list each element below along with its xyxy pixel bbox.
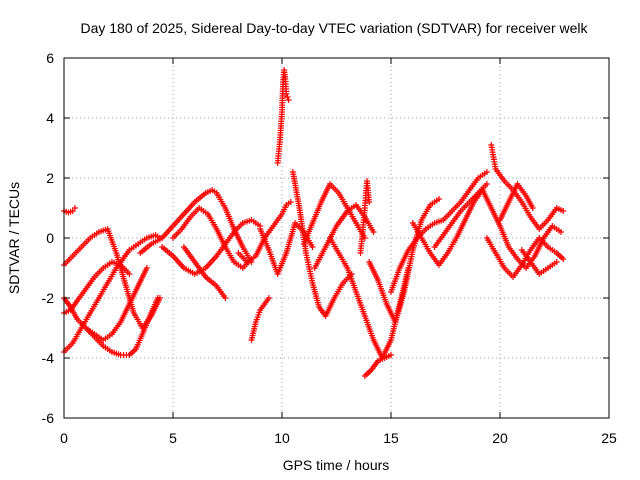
data-point xyxy=(388,352,394,358)
series-track-i xyxy=(170,205,255,271)
chart-title: Day 180 of 2025, Sidereal Day-to-day VTE… xyxy=(80,20,588,36)
y-tick-label: 4 xyxy=(46,110,54,126)
x-tick-label: 25 xyxy=(601,430,617,446)
series-track-r xyxy=(326,235,412,361)
series-track-a xyxy=(61,232,163,355)
y-tick-label: -2 xyxy=(42,290,55,306)
data-point xyxy=(435,196,442,202)
x-tick-label: 20 xyxy=(492,430,508,446)
y-tick-label: -6 xyxy=(42,410,55,426)
data-point xyxy=(560,208,567,214)
series-track-g xyxy=(137,187,255,265)
series-track-f xyxy=(82,265,150,343)
axis-ticks xyxy=(63,57,610,419)
x-tick-label: 10 xyxy=(274,430,290,446)
x-tick-label: 5 xyxy=(169,430,177,446)
data-point xyxy=(285,97,292,103)
data-point xyxy=(222,295,229,301)
data-points xyxy=(61,67,567,379)
series-track-k xyxy=(235,199,294,265)
data-point xyxy=(366,199,373,205)
y-tick-label: -4 xyxy=(42,350,55,366)
data-point xyxy=(361,235,368,241)
series-track-p xyxy=(300,181,368,247)
data-point xyxy=(287,199,294,205)
series-track-b xyxy=(61,295,161,358)
data-point xyxy=(284,94,291,100)
series-track-s xyxy=(357,178,373,256)
series-track-l xyxy=(248,295,272,343)
x-axis-label: GPS time / hours xyxy=(283,457,390,473)
data-point xyxy=(483,181,490,187)
series-track-m xyxy=(257,220,316,277)
data-point xyxy=(143,265,150,271)
x-tick-label: 15 xyxy=(383,430,399,446)
series-track-ac xyxy=(518,247,560,277)
y-axis-label: SDTVAR / TECUs xyxy=(6,182,22,294)
x-tick-label: 0 xyxy=(60,430,68,446)
data-point xyxy=(283,91,290,97)
data-point xyxy=(265,295,272,301)
data-point xyxy=(370,229,377,235)
x-axis-tick-labels: 0 5 10 15 20 25 xyxy=(60,430,617,446)
data-point xyxy=(156,295,163,301)
series-track-e xyxy=(61,259,133,316)
data-point xyxy=(71,205,78,211)
series-track-n xyxy=(274,67,292,166)
series-track-o xyxy=(289,169,355,319)
data-point xyxy=(558,229,565,235)
data-point xyxy=(126,271,133,277)
series-track-t xyxy=(361,352,394,379)
series-track-ab xyxy=(497,181,536,223)
data-point xyxy=(529,205,536,211)
y-tick-label: 0 xyxy=(46,230,54,246)
data-point xyxy=(483,169,490,175)
y-tick-label: 2 xyxy=(46,170,54,186)
series-track-j xyxy=(180,244,229,301)
data-point xyxy=(309,244,316,250)
series-track-v xyxy=(388,169,490,295)
y-axis-tick-labels: -6 -4 -2 0 2 4 6 xyxy=(42,50,55,426)
y-tick-label: 6 xyxy=(46,50,54,66)
data-point xyxy=(560,256,567,262)
series-track-x xyxy=(431,181,490,250)
data-point xyxy=(553,259,560,265)
